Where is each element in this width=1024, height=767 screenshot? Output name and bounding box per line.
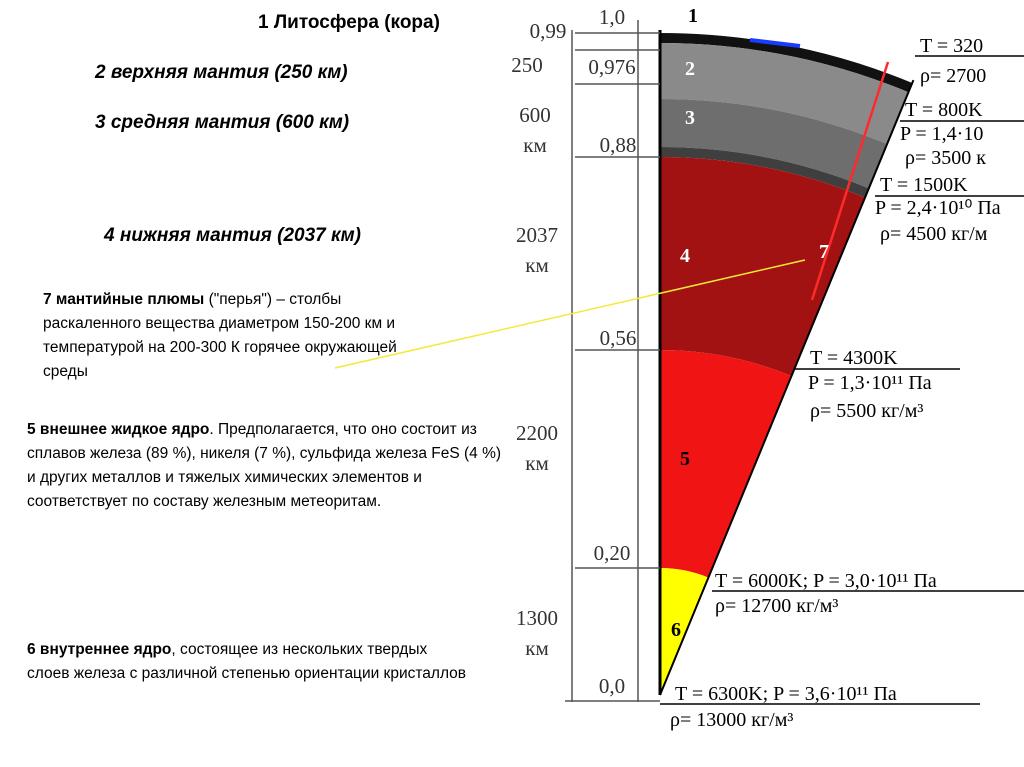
thickness-label: 2037 — [516, 223, 558, 247]
upper-mantle — [660, 43, 909, 144]
radius-fraction: 0,20 — [594, 541, 631, 565]
layer-number: 4 — [680, 245, 690, 267]
description-text: . Предполагается, что оно состоит из спл… — [27, 421, 502, 510]
mantle-boundary — [660, 147, 869, 198]
layer-number: 7 — [819, 241, 829, 263]
wedge-edge — [659, 79, 915, 696]
thickness-label: 0,99 — [530, 19, 567, 43]
radius-fraction: 0,88 — [600, 133, 637, 157]
condition-label: ρ= 4500 кг/м — [880, 223, 988, 245]
condition-label: ρ= 3500 к — [905, 147, 986, 169]
description: 7 мантийные плюмы ("перья") – столбы рас… — [43, 288, 438, 384]
plume — [810, 61, 890, 301]
thickness-label: 600 — [519, 103, 551, 127]
condition-label: T = 320 — [920, 35, 983, 57]
condition-label: T = 1500K — [880, 174, 968, 196]
description: 6 внутреннее ядро, состоящее из нескольк… — [27, 638, 472, 686]
condition-label: T = 6300K; P = 3,6·10¹¹ Па — [675, 683, 897, 705]
condition-label: T = 6000K; P = 3,0·10¹¹ Па — [715, 570, 937, 592]
condition-label: ρ= 12700 кг/м³ — [715, 595, 838, 617]
thickness-label: 1300 — [516, 606, 558, 630]
pointer-line — [334, 259, 806, 369]
earth-wedge — [658, 30, 915, 696]
description: 5 внешнее жидкое ядро. Предполагается, ч… — [27, 418, 505, 514]
condition-label: P = 2,4·10¹⁰ Па — [875, 197, 1001, 219]
ocean — [749, 38, 801, 48]
middle-mantle — [660, 99, 888, 189]
crust — [660, 33, 913, 93]
condition-label: ρ= 2700 — [920, 65, 986, 87]
condition-label: ρ= 13000 кг/м³ — [670, 709, 793, 731]
radius-fraction: 1,0 — [599, 5, 625, 29]
condition-label: ρ= 5500 кг/м³ — [810, 400, 923, 422]
thickness-unit: км — [525, 636, 549, 660]
thickness-label: 250 — [511, 53, 543, 77]
layer-number: 5 — [680, 448, 690, 470]
heading: 4 нижняя мантия (2037 км) — [104, 225, 362, 246]
description-text: ("перья") – столбы раскаленного вещества… — [43, 291, 397, 380]
layer-number: 1 — [688, 5, 698, 27]
condition-underlines — [660, 55, 1024, 705]
radius-fraction: 0,0 — [599, 674, 625, 698]
heading: 2 верхняя мантия (250 км) — [95, 62, 348, 83]
radius-fraction: 0,56 — [600, 326, 637, 350]
description-text: , состоящее из нескольких твердых слоев … — [27, 641, 467, 682]
thickness-unit: км — [525, 451, 549, 475]
outer-core — [660, 350, 792, 578]
layer-number: 6 — [671, 619, 681, 641]
condition-label: T = 800K — [905, 99, 983, 121]
condition-label: P = 1,3·10¹¹ Па — [808, 372, 932, 394]
layer-number: 3 — [685, 107, 695, 129]
thickness-unit: км — [523, 133, 547, 157]
labels: 0,99 250 600 км 2037 км 2200 км 1300 км 1,0 0,976 0,… — [511, 5, 1001, 731]
description-lead: 7 мантийные плюмы — [43, 291, 205, 308]
radius-fraction: 0,976 — [588, 55, 635, 79]
layer-number: 2 — [685, 58, 695, 80]
thickness-label: 2200 — [516, 421, 558, 445]
thickness-unit: км — [525, 253, 549, 277]
description-lead: 6 внутреннее ядро — [27, 641, 172, 658]
condition-label: P = 1,4·10 — [900, 123, 983, 145]
description-lead: 5 внешнее жидкое ядро — [27, 421, 210, 438]
heading: 1 Литосфера (кора) — [258, 12, 440, 33]
lower-mantle — [660, 157, 866, 377]
scale-lines — [565, 20, 660, 702]
heading: 3 средняя мантия (600 км) — [95, 112, 350, 133]
condition-label: T = 4300K — [810, 347, 898, 369]
